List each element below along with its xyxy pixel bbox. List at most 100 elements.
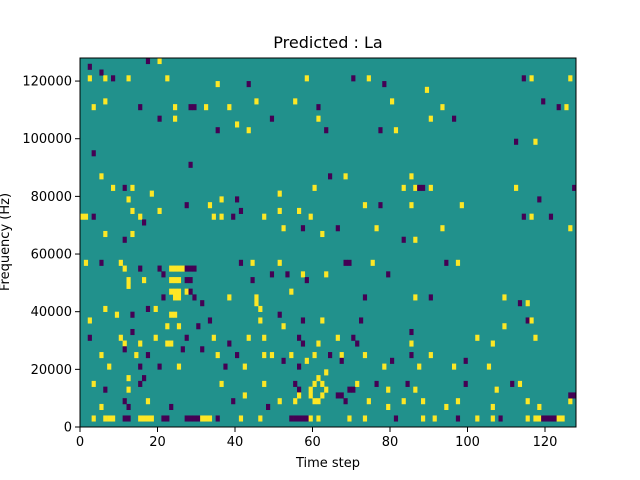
heatmap-cell — [529, 317, 534, 324]
heatmap-cell — [138, 415, 143, 422]
heatmap-cell — [126, 375, 131, 382]
heatmap-cell — [320, 392, 325, 399]
heatmap-cell — [455, 415, 461, 422]
heatmap-cell — [525, 415, 530, 422]
heatmap-cell — [498, 415, 503, 422]
heatmap-cell — [246, 334, 251, 341]
heatmap-cell — [355, 380, 360, 387]
heatmap-cell — [281, 225, 286, 232]
y-tick-label: 120000 — [22, 75, 72, 90]
heatmap-cell — [444, 259, 449, 266]
heatmap-cell — [304, 415, 309, 422]
heatmap-cell — [525, 317, 530, 324]
heatmap-cells — [80, 58, 577, 422]
heatmap-cell — [568, 398, 573, 405]
heatmap-cell — [537, 403, 542, 411]
heatmap-cell — [200, 415, 205, 422]
heatmap-cell — [297, 334, 302, 341]
chart-title: Predicted : La — [273, 33, 382, 52]
heatmap-cell — [254, 300, 259, 307]
heatmap-cell — [215, 81, 220, 88]
heatmap-cell — [382, 363, 387, 370]
heatmap-cell — [173, 104, 178, 111]
heatmap-cell — [409, 352, 414, 359]
heatmap-cell — [107, 415, 112, 422]
heatmap-cell — [502, 294, 507, 301]
heatmap-cell — [490, 340, 495, 347]
heatmap-cell — [324, 386, 329, 393]
heatmap-cell — [126, 415, 131, 422]
heatmap-cell — [297, 392, 302, 399]
heatmap-cell — [176, 288, 182, 295]
heatmap-cell — [258, 415, 263, 422]
heatmap-cell — [409, 340, 414, 347]
heatmap-cell — [200, 346, 205, 353]
heatmap-cell — [130, 328, 135, 336]
heatmap-cell — [320, 380, 325, 387]
heatmap-cell — [552, 415, 557, 422]
heatmap-cell — [413, 184, 418, 191]
heatmap-cell — [130, 230, 135, 238]
heatmap-cell — [347, 386, 352, 393]
heatmap-cell — [374, 225, 379, 232]
heatmap-cell — [258, 317, 263, 324]
heatmap-cell — [169, 403, 174, 411]
heatmap-cell — [514, 184, 519, 191]
heatmap-cell — [111, 75, 116, 82]
heatmap-cell — [572, 392, 577, 399]
heatmap-cell — [362, 202, 368, 209]
heatmap-cell — [103, 75, 108, 82]
heatmap-cell — [316, 375, 321, 382]
heatmap-cell — [153, 305, 158, 312]
heatmap-cell — [118, 334, 123, 341]
heatmap-cell — [289, 415, 294, 422]
heatmap-cell — [401, 398, 406, 405]
heatmap-cell — [459, 202, 464, 209]
heatmap-cell — [405, 380, 410, 387]
heatmap-cell — [359, 317, 364, 324]
heatmap-cell — [293, 98, 298, 105]
heatmap-cell — [312, 352, 317, 359]
heatmap-cell — [103, 415, 108, 422]
heatmap-cell — [428, 294, 433, 301]
heatmap-cell — [494, 386, 499, 393]
heatmap-cell — [238, 259, 244, 266]
heatmap-cell — [308, 392, 313, 399]
heatmap-cell — [207, 317, 213, 324]
heatmap-cell — [87, 334, 92, 341]
heatmap-cell — [145, 415, 151, 422]
heatmap-cell — [362, 352, 368, 359]
plot-frame — [79, 57, 577, 428]
heatmap-cell — [227, 340, 232, 347]
heatmap-cell — [138, 104, 143, 111]
heatmap-cell — [517, 380, 523, 387]
heatmap-cell — [196, 415, 201, 422]
x-tick-label: 80 — [382, 435, 399, 450]
heatmap-cell — [541, 98, 546, 105]
heatmap-cell — [188, 104, 193, 111]
heatmap-cell — [339, 392, 344, 399]
x-axis: 0 20 40 60 80 100 120 — [76, 427, 558, 450]
heatmap-cell — [378, 202, 383, 209]
heatmap-cell — [165, 340, 170, 347]
heatmap-cell — [188, 288, 193, 295]
heatmap-cell — [351, 75, 356, 82]
heatmap-cell — [134, 352, 139, 359]
heatmap-cell — [328, 352, 333, 359]
heatmap-cell — [355, 340, 360, 347]
heatmap-cell — [173, 265, 178, 272]
heatmap-cell — [386, 271, 391, 278]
heatmap-cell — [173, 288, 178, 295]
heatmap-cell — [308, 415, 313, 422]
heatmap-cell — [293, 415, 298, 422]
heatmap-cell — [568, 225, 573, 232]
heatmap-cell — [370, 259, 375, 266]
heatmap-cell — [444, 403, 449, 411]
heatmap-cell — [103, 230, 108, 238]
heatmap-cell — [560, 415, 565, 422]
heatmap-cell — [169, 288, 174, 295]
heatmap-cell — [390, 98, 395, 105]
x-tick-label: 120 — [533, 435, 558, 450]
heatmap-cell — [304, 357, 309, 364]
heatmap-cell — [533, 334, 538, 341]
